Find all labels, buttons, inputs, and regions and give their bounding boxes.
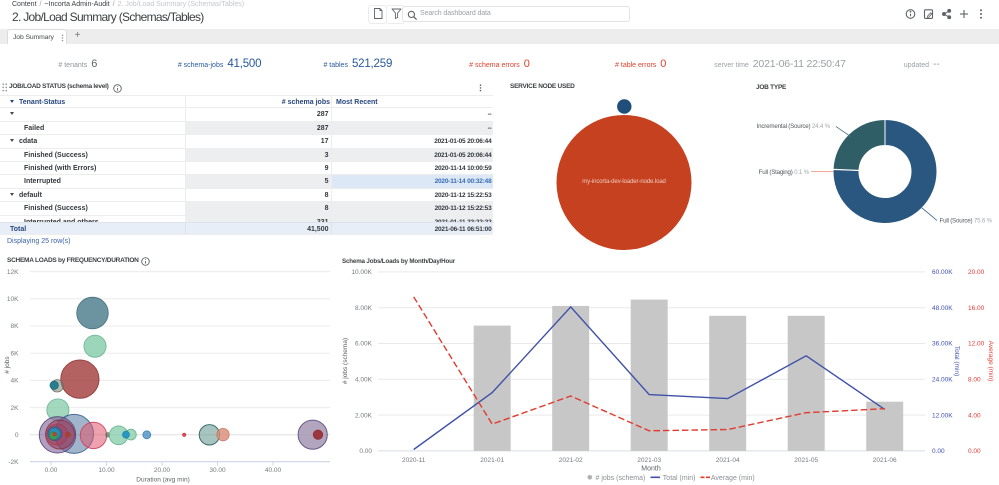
- svg-text:Average (min): Average (min): [711, 475, 755, 482]
- svg-text:2020-11: 2020-11: [402, 457, 426, 464]
- svg-text:2021-06: 2021-06: [873, 457, 897, 464]
- svg-text:48.00K: 48.00K: [932, 305, 953, 312]
- svg-text:60.00K: 60.00K: [932, 269, 953, 276]
- svg-text:8K: 8K: [11, 323, 20, 330]
- svg-text:Total (min): Total (min): [953, 346, 960, 376]
- svg-text:12K: 12K: [7, 269, 19, 276]
- svg-text:Month: Month: [641, 466, 661, 473]
- svg-text:Duration (avg min): Duration (avg min): [136, 477, 189, 484]
- svg-text:24.00K: 24.00K: [932, 377, 953, 384]
- svg-text:2021-02: 2021-02: [559, 457, 583, 464]
- svg-text:30.00: 30.00: [209, 467, 226, 474]
- svg-text:2021-01: 2021-01: [480, 457, 504, 464]
- svg-text:0: 0: [15, 432, 19, 439]
- svg-text:0.00: 0.00: [968, 448, 981, 455]
- svg-text:6.00K: 6.00K: [355, 341, 373, 348]
- svg-text:40.00: 40.00: [265, 467, 282, 474]
- svg-text:4K: 4K: [11, 378, 20, 385]
- svg-text:Full (Source) 75.6 %: Full (Source) 75.6 %: [940, 218, 993, 225]
- svg-text:8.00K: 8.00K: [355, 305, 373, 312]
- svg-text:2021-03: 2021-03: [637, 457, 661, 464]
- svg-text:# jobs (schema): # jobs (schema): [596, 475, 646, 482]
- svg-text:Incremental (Source) 24.4 %: Incremental (Source) 24.4 %: [757, 123, 831, 130]
- svg-text:2021-04: 2021-04: [716, 457, 740, 464]
- svg-text:# jobs: # jobs: [4, 356, 11, 374]
- svg-text:-2K: -2K: [8, 459, 19, 466]
- svg-text:20.00: 20.00: [968, 269, 985, 276]
- svg-text:4.00K: 4.00K: [355, 377, 373, 384]
- svg-text:2021-05: 2021-05: [794, 457, 818, 464]
- svg-text:10.00K: 10.00K: [351, 269, 372, 276]
- svg-text:Total (min): Total (min): [663, 475, 696, 482]
- svg-text:0.00: 0.00: [932, 448, 945, 455]
- svg-text:# jobs (schema): # jobs (schema): [342, 338, 349, 384]
- svg-text:2.00K: 2.00K: [355, 412, 373, 419]
- svg-text:4.00: 4.00: [968, 412, 981, 419]
- svg-text:12.00: 12.00: [968, 341, 985, 348]
- svg-text:12.00K: 12.00K: [932, 412, 953, 419]
- svg-text:0.00: 0.00: [45, 467, 58, 474]
- svg-text:10.00: 10.00: [98, 467, 115, 474]
- svg-text:Average (min): Average (min): [987, 341, 994, 382]
- svg-text:36.00K: 36.00K: [932, 341, 953, 348]
- svg-text:16.00: 16.00: [968, 305, 985, 312]
- svg-text:10K: 10K: [7, 296, 19, 303]
- svg-text:20.00: 20.00: [154, 467, 171, 474]
- svg-text:my-incorta-dev-loader-node.loa: my-incorta-dev-loader-node.load: [582, 179, 666, 185]
- svg-text:Full (Staging) 0.1 %: Full (Staging) 0.1 %: [759, 169, 810, 176]
- svg-text:8.00: 8.00: [968, 377, 981, 384]
- svg-text:6K: 6K: [11, 350, 20, 357]
- svg-text:2K: 2K: [11, 405, 20, 412]
- svg-text:0.00: 0.00: [359, 448, 372, 455]
